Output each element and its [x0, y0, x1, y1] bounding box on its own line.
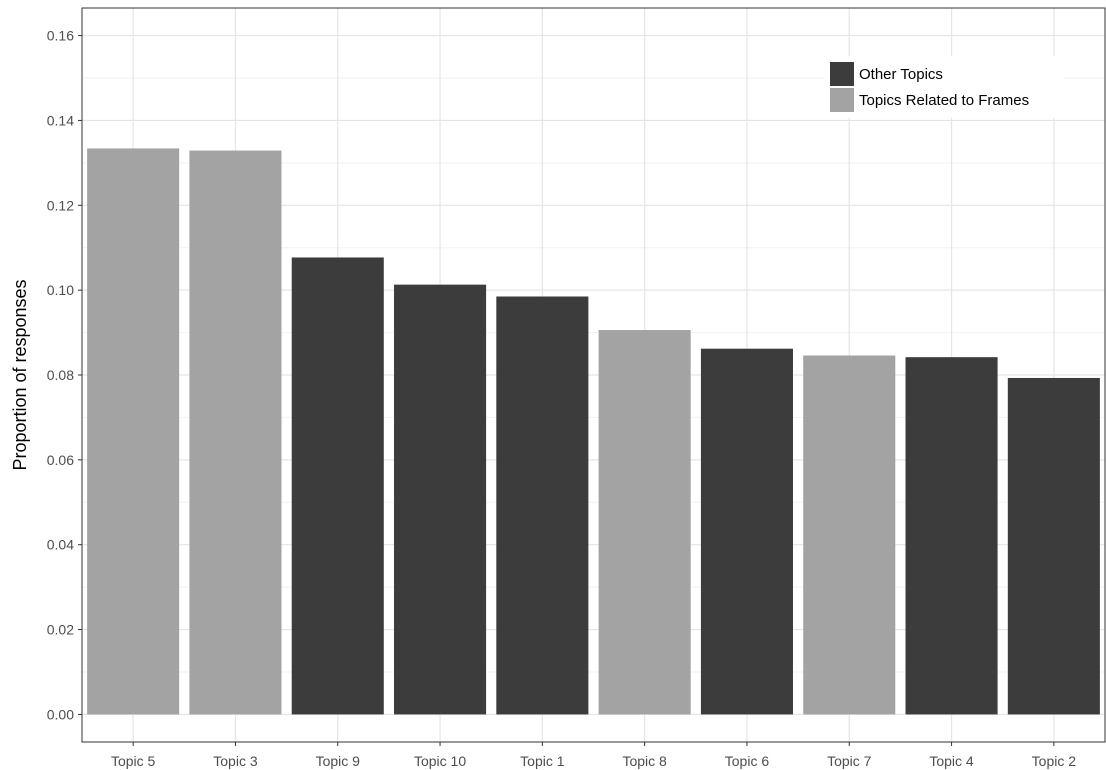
y-axis-ticks: 0.00 0.02 0.04 0.06 0.08 0.10 0.12 0.14 0.16: [47, 28, 82, 722]
y-tick-label: 0.08: [47, 367, 74, 383]
bar-topic-7: [803, 355, 896, 715]
y-tick-label: 0.12: [47, 197, 74, 213]
x-tick-label: Topic 3: [213, 753, 258, 769]
x-tick-label: Topic 5: [111, 753, 156, 769]
x-tick-label: Topic 6: [725, 753, 770, 769]
legend-key: [830, 62, 854, 86]
bar-topic-6: [700, 348, 793, 715]
x-tick-label: Topic 4: [929, 753, 974, 769]
bar-topic-10: [394, 284, 487, 715]
legend-label: Topics Related to Frames: [859, 92, 1029, 109]
x-tick-label: Topic 7: [827, 753, 872, 769]
x-tick-label: Topic 10: [414, 753, 466, 769]
x-tick-label: Topic 8: [622, 753, 667, 769]
x-tick-label: Topic 9: [316, 753, 361, 769]
x-tick-label: Topic 1: [520, 753, 565, 769]
bars: [87, 148, 1100, 715]
bar-topic-5: [87, 148, 180, 715]
bar-topic-1: [496, 296, 589, 715]
y-tick-label: 0.00: [47, 706, 74, 722]
y-tick-label: 0.16: [47, 28, 74, 44]
bar-topic-8: [598, 330, 691, 715]
y-axis-title: Proportion of responses: [10, 279, 30, 470]
x-tick-label: Topic 2: [1032, 753, 1077, 769]
bar-topic-3: [189, 150, 282, 715]
legend-label: Other Topics: [859, 66, 943, 83]
legend-key: [830, 88, 854, 112]
y-tick-label: 0.10: [47, 282, 74, 298]
x-axis-ticks: Topic 5 Topic 3 Topic 9 Topic 10 Topic 1 Topi…: [111, 742, 1076, 769]
y-tick-label: 0.04: [47, 537, 74, 553]
bar-topic-4: [905, 357, 998, 715]
legend: Other Topics Topics Related to Frames: [824, 56, 1064, 118]
y-tick-label: 0.02: [47, 622, 74, 638]
legend-background: [824, 56, 1064, 118]
y-tick-label: 0.14: [47, 112, 74, 128]
bar-topic-9: [291, 257, 384, 715]
y-tick-label: 0.06: [47, 452, 74, 468]
bar-topic-2: [1007, 377, 1100, 715]
